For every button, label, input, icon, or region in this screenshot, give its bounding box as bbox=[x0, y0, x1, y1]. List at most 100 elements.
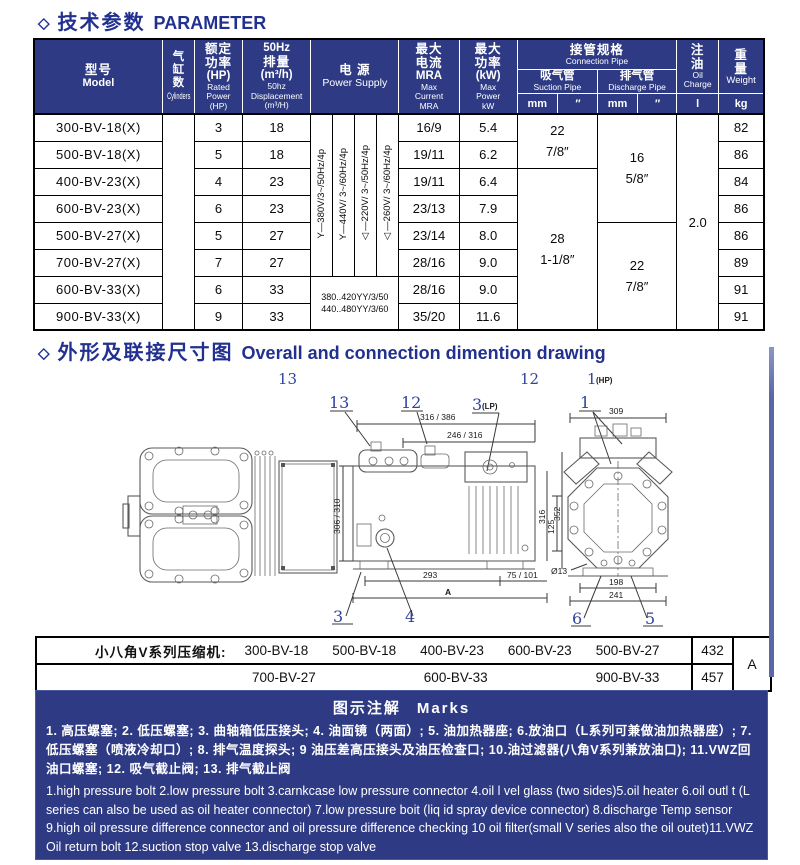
side-view-drawing: 13 12 3 (LP) 316 / 386 246 / 316 bbox=[329, 393, 563, 626]
cell-mra: 19/11 bbox=[398, 167, 460, 196]
cell-power-380: Y—380V/3~/50Hz/4p bbox=[310, 113, 334, 277]
series-row1: 小八角V系列压缩机: 300-BV-18 500-BV-18 400-BV-23… bbox=[37, 638, 691, 663]
cell-mra: 28/16 bbox=[398, 248, 460, 277]
cell-weight: 84 bbox=[718, 167, 765, 196]
dim-316: 316 bbox=[537, 510, 547, 524]
cell-kw: 5.4 bbox=[458, 113, 518, 142]
cell-mra: 19/11 bbox=[398, 140, 460, 169]
table-row: 300-BV-18(X) 3 18 Y—380V/3~/50Hz/4p Y—44… bbox=[33, 113, 765, 331]
dim-293: 293 bbox=[423, 570, 437, 580]
cell-hp: 4 bbox=[193, 167, 244, 196]
header-max-current: 最大 电流 MRA Max Current MRA bbox=[398, 38, 460, 115]
cell-displacement: 23 bbox=[242, 167, 312, 196]
dim-309: 309 bbox=[609, 406, 623, 416]
cell-displacement: 23 bbox=[242, 194, 312, 223]
dim-306-310: 306 / 310 bbox=[332, 498, 342, 534]
drawing-section-title: ◇ 外形及联接尺寸图 Overall and connection diment… bbox=[38, 336, 606, 365]
callout-3lp-sub: (LP) bbox=[482, 402, 498, 411]
title2-cn: 外形及联接尺寸图 bbox=[57, 342, 234, 364]
cell-hp: 9 bbox=[193, 302, 244, 331]
cell-weight: 89 bbox=[718, 248, 765, 277]
header-rated-power: 额定 功率 (HP) Rated Power (HP) bbox=[193, 38, 244, 115]
header-max-power: 最大 功率 (kW) Max Power kW bbox=[458, 38, 518, 115]
dim-241: 241 bbox=[609, 590, 623, 600]
front-view-drawing: 1 309 125 Ø13 198 241 6 5 bbox=[546, 393, 673, 628]
dim-dia13: Ø13 bbox=[551, 566, 567, 576]
cell-hp: 5 bbox=[193, 140, 244, 169]
cell-weight: 82 bbox=[718, 113, 765, 142]
cell-displacement: 27 bbox=[242, 221, 312, 250]
cell-cylinders-merged bbox=[161, 113, 195, 331]
right-accent-stripe bbox=[769, 347, 774, 677]
series-model: 400-BV-23 bbox=[420, 643, 484, 658]
series-model: 900-BV-33 bbox=[595, 670, 660, 685]
header-power-supply: 电 源 Power Supply bbox=[310, 38, 400, 115]
cell-model: 700-BV-27(X) bbox=[33, 248, 163, 277]
header-discharge-pipe: 排气管 Discharge Pipe bbox=[596, 68, 678, 94]
table-row: 900-BV-33(X) 9 33 35/20 11.6 91 bbox=[33, 302, 765, 331]
series-value-432: 432 bbox=[691, 638, 732, 663]
cell-weight: 91 bbox=[718, 275, 765, 304]
header-oil-unit: l bbox=[676, 92, 720, 115]
cell-discharge-1: 16 5/8″ bbox=[596, 113, 678, 223]
cell-displacement: 33 bbox=[242, 275, 312, 304]
header-suction-pipe: 吸气管 Suction Pipe bbox=[516, 68, 598, 94]
drawing-label-1: 1 bbox=[587, 370, 597, 388]
marks-chinese-notes: 1. 高压螺塞; 2. 低压螺塞; 3. 曲轴箱低压接头; 4. 油面镜（两面）… bbox=[46, 724, 752, 776]
series-value-457: 457 bbox=[691, 663, 732, 690]
cell-displacement: 18 bbox=[242, 113, 312, 142]
dim-246-316: 246 / 316 bbox=[447, 430, 483, 440]
series-model: 600-BV-23 bbox=[507, 643, 572, 658]
header-weight: 重 量 Weight bbox=[718, 38, 765, 94]
cell-power-220: △—220V/ 3~/50Hz/4p bbox=[354, 113, 378, 277]
cell-power-low: 380..420YY/3/50 440..480YY/3/60 bbox=[310, 275, 400, 331]
cell-kw: 7.9 bbox=[458, 194, 518, 223]
table-row: 500-BV-18(X) 5 18 19/11 6.2 86 bbox=[33, 140, 765, 169]
header-displacement: 50Hz 排量 (m³/h) 50hz Displacement (m³/H) bbox=[242, 38, 312, 115]
cell-kw: 9.0 bbox=[458, 275, 518, 304]
cell-model: 500-BV-18(X) bbox=[33, 140, 163, 169]
callout-3lp: 3 bbox=[472, 395, 482, 414]
dim-125: 125 bbox=[546, 520, 556, 534]
title2-en: Overall and connection dimention drawing bbox=[241, 343, 606, 363]
cell-model: 400-BV-23(X) bbox=[33, 167, 163, 196]
parameter-section-title: ◇ 技术参数 PARAMETER bbox=[38, 6, 266, 35]
marks-panel: 图示注解 Marks 1. 高压螺塞; 2. 低压螺塞; 3. 曲轴箱低压接头; … bbox=[35, 690, 768, 860]
cell-kw: 6.2 bbox=[458, 140, 518, 169]
cell-mra: 23/14 bbox=[398, 221, 460, 250]
cell-kw: 11.6 bbox=[458, 302, 518, 331]
series-group-a: A bbox=[732, 638, 770, 690]
diamond-icon: ◇ bbox=[38, 15, 50, 32]
drawing-label-1-hp: (HP) bbox=[596, 376, 613, 385]
callout-3: 3 bbox=[333, 607, 343, 626]
header-oil-charge: 注 油 Oil Charge bbox=[676, 38, 720, 94]
callout-12: 12 bbox=[401, 393, 421, 412]
cell-model: 900-BV-33(X) bbox=[33, 302, 163, 331]
dim-198: 198 bbox=[609, 577, 623, 587]
header-discharge-inch: ″ bbox=[637, 92, 678, 115]
cell-weight: 86 bbox=[718, 221, 765, 250]
marks-title-en: Marks bbox=[416, 700, 471, 717]
cell-kw: 8.0 bbox=[458, 221, 518, 250]
dimension-drawing: 13 12 1 (HP) 13 12 3 (LP) bbox=[122, 370, 673, 628]
dim-75-101: 75 / 101 bbox=[507, 570, 538, 580]
series-model: 500-BV-18 bbox=[332, 643, 397, 658]
cell-model: 600-BV-23(X) bbox=[33, 194, 163, 223]
marks-title: 图示注解 Marks bbox=[46, 697, 757, 718]
cell-suction-1: 22 7/8″ bbox=[516, 113, 598, 169]
cell-hp: 3 bbox=[193, 113, 244, 142]
cell-hp: 7 bbox=[193, 248, 244, 277]
cell-discharge-2: 22 7/8″ bbox=[596, 221, 678, 331]
header-discharge-mm: mm bbox=[596, 92, 639, 115]
marks-title-cn: 图示注解 bbox=[332, 700, 401, 717]
series-model: 300-BV-18 bbox=[244, 643, 309, 658]
parameter-table: 型号 Model 气 缸 数 Cylinders 额定 功率 (HP) Rate… bbox=[33, 38, 765, 331]
cell-displacement: 27 bbox=[242, 248, 312, 277]
series-model: 500-BV-27 bbox=[595, 643, 660, 658]
cell-hp: 6 bbox=[193, 194, 244, 223]
cell-model: 600-BV-33(X) bbox=[33, 275, 163, 304]
dim-A: A bbox=[445, 587, 451, 597]
series-model: 600-BV-33 bbox=[423, 670, 488, 685]
cell-displacement: 18 bbox=[242, 140, 312, 169]
diamond-icon: ◇ bbox=[38, 345, 50, 362]
